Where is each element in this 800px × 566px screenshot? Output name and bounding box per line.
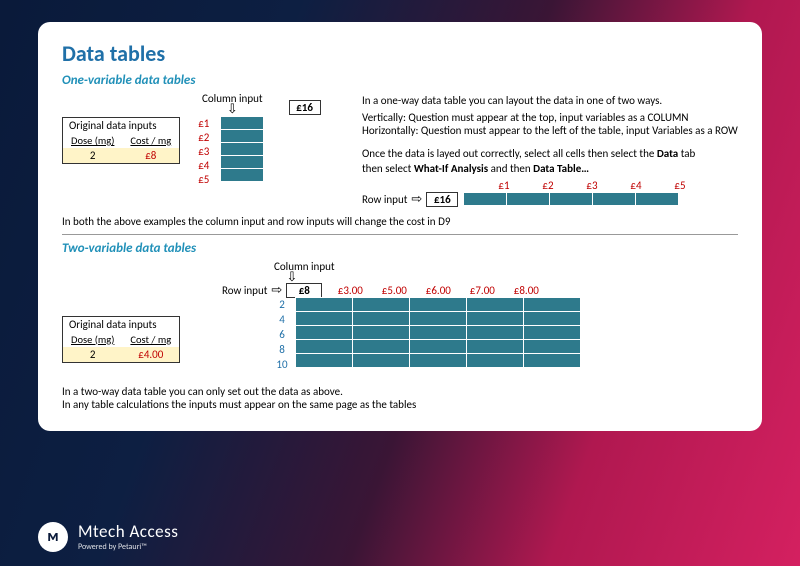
s1-horz: Horizontally: Question must appear to th…	[362, 124, 738, 137]
s2-row-input-label: Row input	[222, 284, 267, 297]
price-top-cell: £16	[289, 100, 321, 115]
down-arrow-icon: ⇩	[202, 105, 263, 115]
s2-row-nums: 2 4 6 8 10	[270, 298, 294, 373]
odi1-cost: £8	[122, 148, 179, 163]
orig-data-inputs-1: Original data inputs Dose (mg)Cost / mg …	[62, 117, 180, 164]
odi2-cost: £4.00	[122, 347, 179, 362]
section2-heading: Two-variable data tables	[62, 241, 738, 256]
odi2-title: Original data inputs	[63, 317, 179, 332]
s2-col-prices: £3.00 £5.00 £6.00 £7.00 £8.00	[328, 284, 548, 297]
section1-horz-grid	[464, 193, 679, 206]
odi1-col2: Cost / mg	[122, 133, 179, 148]
odi2-col2: Cost / mg	[122, 332, 179, 347]
s1-note: Once the data is layed out correctly, se…	[362, 147, 738, 177]
s2-corner: £8	[286, 283, 322, 298]
content-card: Data tables One-variable data tables Col…	[38, 22, 762, 431]
brand-name: Mtech Access	[78, 521, 178, 542]
footer: ᴍ Mtech Access Powered by Petauri™	[38, 521, 178, 552]
right-arrow-icon-2: ⇨	[271, 283, 282, 298]
odi1-title: Original data inputs	[63, 118, 179, 133]
right-arrow-icon: ⇨	[411, 192, 422, 207]
divider	[62, 234, 738, 235]
odi2-col1: Dose (mg)	[63, 332, 122, 347]
odi1-dose: 2	[63, 148, 122, 163]
s1-vert: Vertically: Question must appear at the …	[362, 111, 738, 124]
s2-foot2: In any table calculations the inputs mus…	[62, 398, 738, 411]
s2-foot1: In a two-way data table you can only set…	[62, 385, 738, 398]
section2-grid	[296, 298, 581, 373]
odi2-dose: 2	[63, 347, 122, 362]
s1-row-price-labels: £1 £2 £3 £4 £5	[482, 179, 702, 192]
down-arrow-icon-2: ⇩	[274, 273, 310, 283]
section1-heading: One-variable data tables	[62, 73, 738, 88]
brand-text: Mtech Access Powered by Petauri™	[78, 521, 178, 552]
brand-powered: Powered by Petauri™	[78, 542, 178, 552]
s2-col-input-label: Column input	[274, 260, 335, 273]
section1-right: In a one-way data table you can layout t…	[362, 92, 738, 207]
section1-left: Column input ⇩ £16 Original data inputs …	[62, 92, 342, 187]
odi1-col1: Dose (mg)	[63, 133, 122, 148]
logo-icon: ᴍ	[38, 522, 68, 552]
orig-data-inputs-2: Original data inputs Dose (mg)Cost / mg …	[62, 316, 180, 363]
s1-intro: In a one-way data table you can layout t…	[362, 94, 738, 109]
row-input-label: Row input	[362, 193, 407, 206]
row-input-val: £16	[426, 192, 458, 207]
s1-bridge: In both the above examples the column in…	[62, 215, 738, 230]
section1-row-labels: £1 £2 £3 £4 £5	[198, 117, 209, 187]
page-title: Data tables	[62, 40, 738, 67]
section1-vert-grid	[221, 117, 264, 182]
